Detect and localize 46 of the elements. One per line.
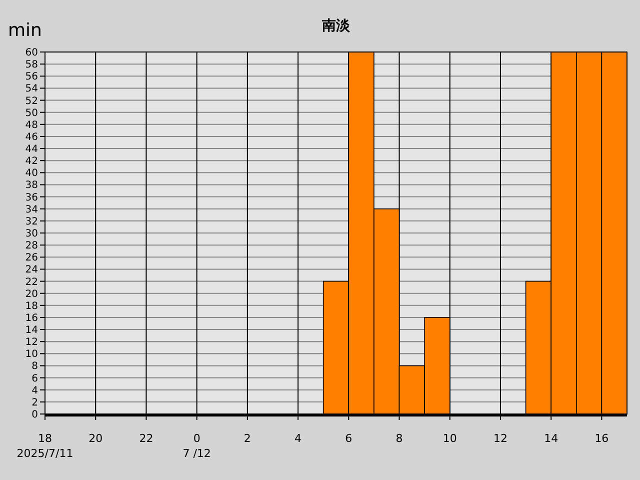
- x-tick-label: 0: [193, 432, 200, 445]
- y-tick-label: 44: [25, 144, 38, 156]
- y-tick-label: 2: [32, 397, 38, 408]
- x-tick-label: 14: [544, 432, 558, 445]
- y-tick-label: 18: [25, 300, 38, 312]
- x-tick-label: 20: [88, 432, 103, 445]
- y-tick-label: 38: [25, 180, 38, 192]
- y-tick-label: 14: [25, 325, 38, 336]
- y-tick-label: 24: [25, 264, 38, 276]
- y-tick-label: 52: [25, 96, 38, 107]
- chart-title: 南淡: [321, 18, 351, 34]
- y-tick-label: 32: [25, 216, 38, 228]
- y-tick-label: 6: [32, 373, 38, 384]
- y-tick-label: 56: [25, 72, 38, 83]
- text: 7 /12: [182, 447, 211, 460]
- y-tick-label: 54: [25, 84, 38, 95]
- y-tick-label: 50: [25, 108, 38, 119]
- x-tick-label: 12: [493, 432, 508, 445]
- x-tick-label: 10: [442, 432, 457, 445]
- y-tick-label: 16: [25, 312, 38, 324]
- y-tick-label: 12: [25, 337, 38, 348]
- y-tick-label: 48: [25, 120, 38, 131]
- y-tick-label: 60: [25, 48, 38, 58]
- text: 2025/7/11: [16, 447, 74, 460]
- y-tick-label: 46: [25, 132, 38, 143]
- x-tick-label: 8: [396, 432, 403, 445]
- y-axis-title: min: [8, 20, 42, 41]
- y-tick-label: 36: [25, 192, 38, 204]
- y-tick-label: 30: [25, 228, 38, 240]
- y-tick-label: 28: [25, 240, 38, 252]
- y-tick-label: 20: [25, 288, 38, 300]
- x-tick-label: 2: [244, 432, 251, 445]
- x-tick-label: 6: [345, 432, 352, 445]
- y-tick-label: 34: [25, 204, 38, 216]
- y-tick-label: 4: [32, 385, 38, 396]
- y-tick-label: 8: [32, 361, 38, 372]
- x-tick-label: 22: [139, 432, 154, 445]
- x-tick-label: 4: [294, 432, 302, 445]
- y-tick-label: 58: [25, 60, 38, 71]
- y-tick-label: 10: [25, 349, 38, 360]
- y-tick-label: 26: [25, 252, 38, 264]
- y-tick-label: 42: [25, 156, 38, 168]
- y-tick-label: 40: [25, 168, 38, 180]
- y-tick-label: 0: [32, 410, 38, 420]
- y-tick-label: 22: [25, 276, 38, 288]
- x-tick-label: 16: [594, 432, 609, 445]
